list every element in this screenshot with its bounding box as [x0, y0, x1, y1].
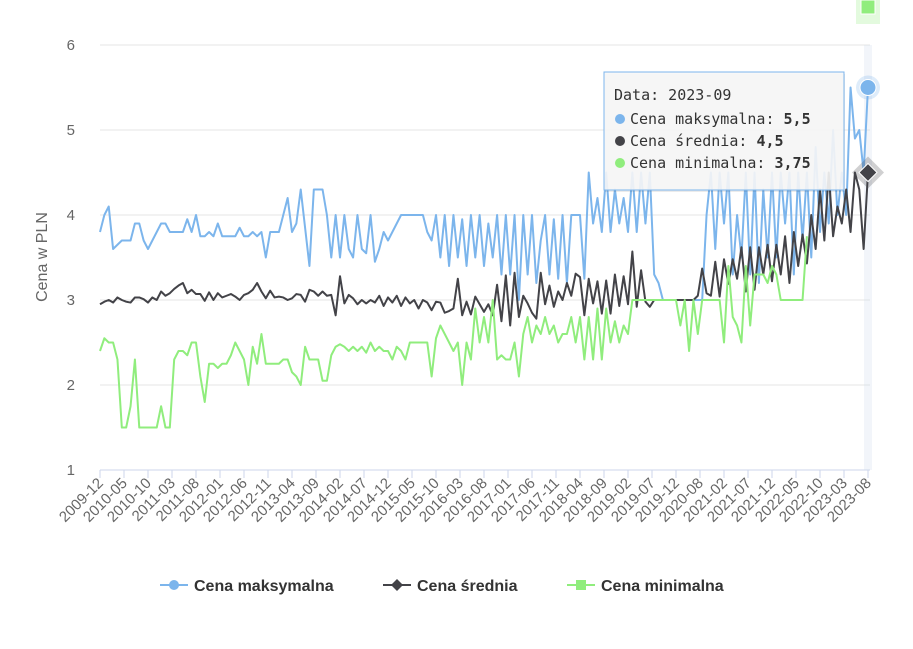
series-line-2[interactable]	[99, 236, 808, 429]
y-axis-title: Cena w PLN	[34, 212, 51, 302]
y-tick-label: 5	[67, 122, 75, 139]
legend-symbol-square	[576, 580, 586, 590]
tooltip-row-value: 5,5	[784, 110, 811, 128]
legend-item-0[interactable]: Cena maksymalna	[160, 578, 334, 595]
crosshair-band	[864, 45, 872, 470]
tooltip-row-value: 4,5	[756, 132, 783, 150]
tooltip-row: Cena minimalna: 3,75	[630, 154, 811, 172]
hover-markers	[852, 0, 884, 189]
series-line-0[interactable]	[99, 86, 869, 301]
crosshair	[864, 45, 872, 470]
tooltip-row-label: Cena minimalna:	[630, 154, 775, 172]
legend: Cena maksymalna Cena średnia Cena minimaln…	[160, 578, 724, 595]
legend-item-2[interactable]: Cena minimalna	[567, 578, 724, 595]
tooltip-bullet	[615, 114, 625, 124]
legend-label[interactable]: Cena minimalna	[601, 578, 724, 595]
y-axis: 1 2 3 4 5 6	[67, 37, 75, 479]
tooltip-row-value: 3,75	[775, 154, 811, 172]
legend-label[interactable]: Cena średnia	[417, 578, 518, 595]
legend-item-1[interactable]: Cena średnia	[383, 578, 518, 595]
marker-circle[interactable]	[859, 79, 877, 96]
marker-square[interactable]	[860, 0, 876, 15]
y-tick-label: 6	[67, 37, 75, 54]
y-tick-label: 3	[67, 292, 75, 309]
tooltip-row: Cena maksymalna: 5,5	[630, 110, 811, 128]
tooltip-box	[603, 71, 845, 191]
tooltip-bullet	[615, 158, 625, 168]
tooltip-bullet	[615, 136, 625, 146]
tooltip-row: Cena średnia: 4,5	[630, 132, 784, 150]
legend-symbol-circle	[169, 580, 179, 590]
legend-symbol-diamond	[391, 579, 403, 591]
series-lines	[99, 86, 869, 429]
legend-label[interactable]: Cena maksymalna	[194, 578, 334, 595]
tooltip-row-label: Cena średnia:	[630, 132, 756, 150]
tooltip-date: Data: 2023-09	[614, 86, 731, 104]
y-tick-label: 4	[67, 207, 75, 224]
marker-diamond[interactable]	[858, 162, 878, 183]
y-tick-label: 2	[67, 377, 75, 394]
y-tick-label: 1	[67, 462, 75, 479]
x-axis: 2009-122010-052010-102011-032011-082012-…	[56, 469, 875, 526]
tooltip-row-label: Cena maksymalna:	[630, 110, 784, 128]
series-line-1[interactable]	[99, 171, 869, 327]
